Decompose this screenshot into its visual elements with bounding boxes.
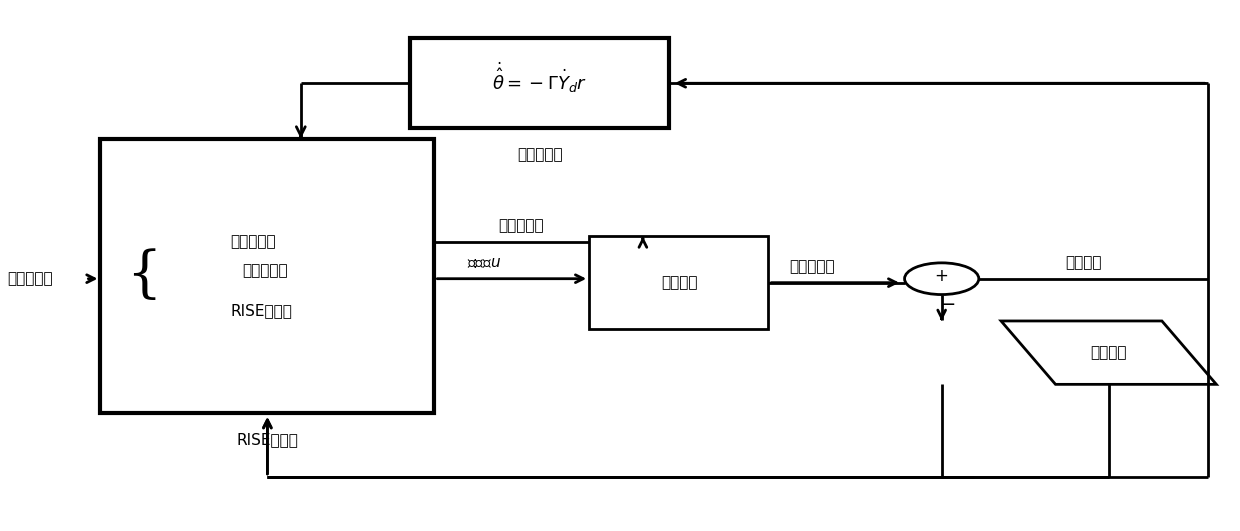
Text: 跟踪角位移: 跟踪角位移 bbox=[789, 259, 835, 275]
Text: 角速度信号: 角速度信号 bbox=[498, 218, 544, 234]
Text: −: − bbox=[940, 295, 956, 314]
Text: 期望角位移: 期望角位移 bbox=[7, 271, 53, 286]
Text: 前馈补偿项: 前馈补偿项 bbox=[243, 263, 288, 278]
Bar bbox=[409, 38, 670, 128]
Text: $\dot{\hat{\theta}}=-\Gamma\dot{Y}_d r$: $\dot{\hat{\theta}}=-\Gamma\dot{Y}_d r$ bbox=[492, 61, 588, 95]
Circle shape bbox=[904, 263, 978, 295]
Text: 基于模型的: 基于模型的 bbox=[231, 234, 275, 249]
Text: 控制量$u$: 控制量$u$ bbox=[466, 255, 501, 270]
Text: RISE鲁棒项: RISE鲁棒项 bbox=[231, 303, 293, 318]
Text: 跟踪误差: 跟踪误差 bbox=[1065, 255, 1102, 270]
Text: +: + bbox=[935, 267, 949, 285]
Text: 跟踪性能: 跟踪性能 bbox=[1090, 345, 1127, 360]
Text: RISE控制器: RISE控制器 bbox=[237, 432, 299, 447]
Bar bbox=[100, 139, 434, 414]
Text: {: { bbox=[126, 249, 161, 303]
Text: 参数自适应: 参数自适应 bbox=[517, 147, 563, 162]
Bar bbox=[589, 236, 769, 329]
Polygon shape bbox=[1001, 321, 1216, 384]
Text: 直流电机: 直流电机 bbox=[661, 275, 698, 290]
